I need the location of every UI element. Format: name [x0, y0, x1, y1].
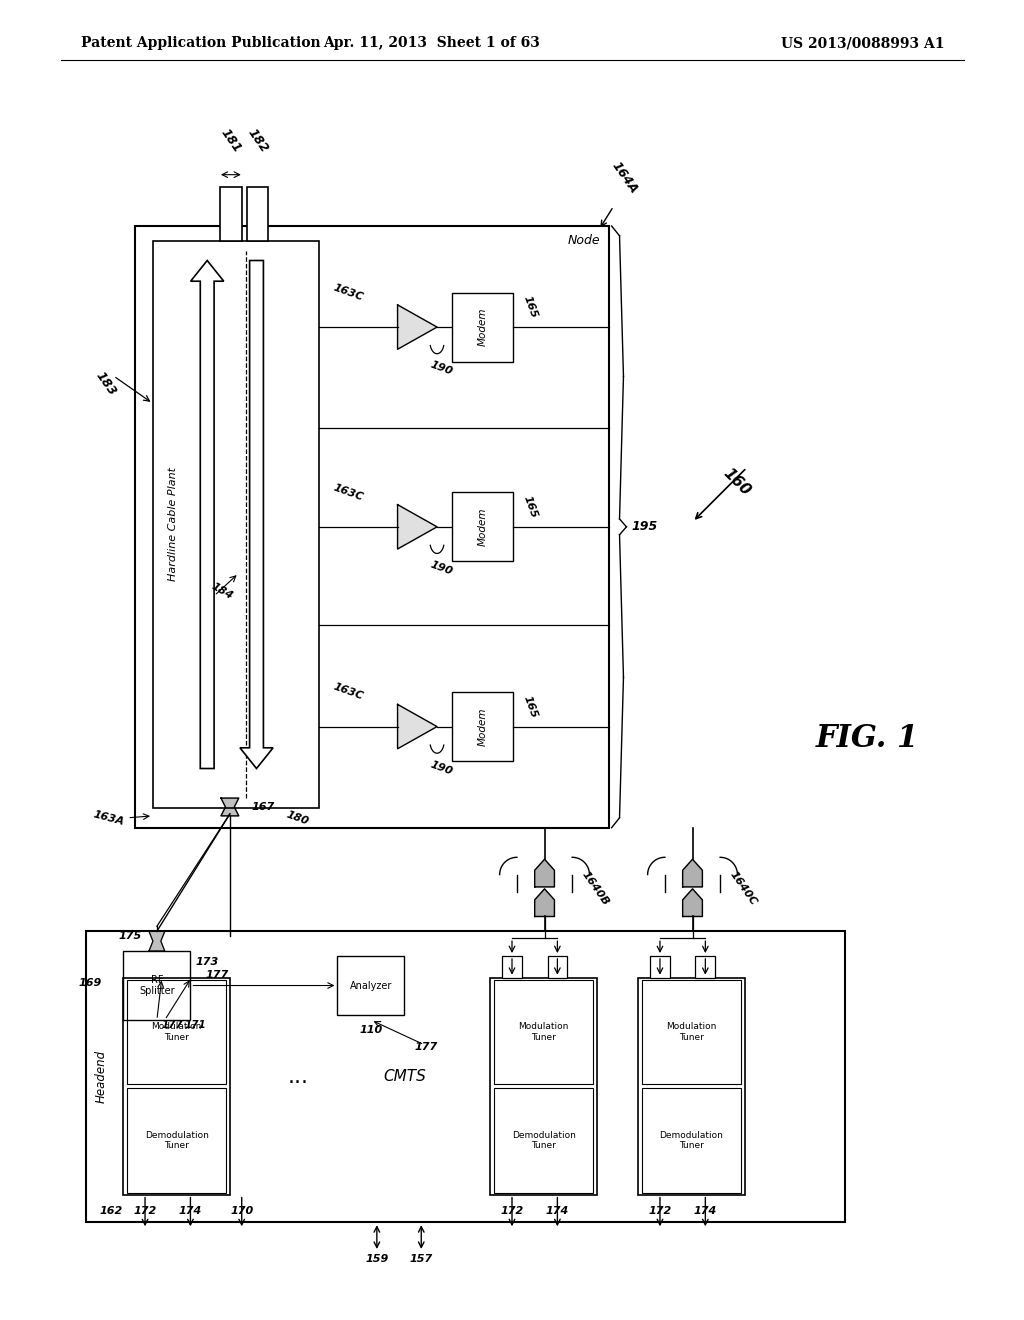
- Text: 183: 183: [93, 370, 119, 399]
- Bar: [452, 293, 513, 362]
- Text: 1640C: 1640C: [728, 870, 759, 907]
- Text: 174: 174: [179, 1206, 202, 1216]
- Bar: [135, 226, 608, 828]
- Text: 1640B: 1640B: [580, 870, 611, 908]
- Text: 181: 181: [218, 125, 244, 154]
- Bar: [123, 978, 229, 1195]
- Text: 180: 180: [286, 809, 310, 826]
- Bar: [495, 979, 593, 1084]
- Text: 171: 171: [184, 1020, 206, 1030]
- Bar: [337, 956, 404, 1015]
- Text: 172: 172: [501, 1206, 523, 1216]
- Bar: [452, 492, 513, 561]
- Polygon shape: [397, 504, 437, 549]
- Text: 159: 159: [366, 1254, 388, 1263]
- Text: Demodulation
Tuner: Demodulation Tuner: [512, 1131, 575, 1150]
- Bar: [247, 186, 268, 240]
- Bar: [548, 956, 567, 978]
- Polygon shape: [190, 260, 224, 768]
- Polygon shape: [148, 932, 165, 950]
- Text: Demodulation
Tuner: Demodulation Tuner: [144, 1131, 209, 1150]
- Text: 157: 157: [410, 1254, 433, 1263]
- Text: 165: 165: [522, 694, 540, 719]
- Text: Modem: Modem: [477, 308, 487, 346]
- Polygon shape: [240, 260, 273, 768]
- Text: 177: 177: [162, 1020, 183, 1030]
- Text: 174: 174: [546, 1206, 569, 1216]
- Text: Modem: Modem: [477, 708, 487, 746]
- Text: CMTS: CMTS: [384, 1069, 426, 1084]
- Text: 175: 175: [119, 931, 141, 941]
- Text: Node: Node: [568, 234, 601, 247]
- Polygon shape: [221, 799, 239, 816]
- Polygon shape: [535, 859, 554, 887]
- Text: Apr. 11, 2013  Sheet 1 of 63: Apr. 11, 2013 Sheet 1 of 63: [323, 37, 540, 50]
- Text: RF
Splitter: RF Splitter: [139, 974, 175, 997]
- Text: Patent Application Publication: Patent Application Publication: [81, 37, 321, 50]
- Text: Headend: Headend: [95, 1051, 109, 1104]
- Text: 182: 182: [245, 125, 270, 154]
- Text: 165: 165: [522, 495, 540, 520]
- Text: Modulation
Tuner: Modulation Tuner: [667, 1022, 717, 1041]
- Bar: [452, 692, 513, 762]
- Text: Demodulation
Tuner: Demodulation Tuner: [659, 1131, 724, 1150]
- Text: 162: 162: [100, 1206, 123, 1216]
- Bar: [123, 950, 190, 1020]
- Text: US 2013/0088993 A1: US 2013/0088993 A1: [780, 37, 944, 50]
- Bar: [642, 979, 740, 1084]
- Polygon shape: [397, 305, 437, 350]
- Bar: [495, 1088, 593, 1193]
- Text: 163C: 163C: [332, 482, 365, 502]
- Polygon shape: [683, 888, 702, 916]
- Bar: [642, 1088, 740, 1193]
- Text: 173: 173: [196, 957, 218, 966]
- Text: 167: 167: [252, 803, 274, 812]
- Bar: [650, 956, 670, 978]
- Text: 163C: 163C: [332, 282, 365, 302]
- Bar: [127, 979, 226, 1084]
- Text: Hardline Cable Plant: Hardline Cable Plant: [168, 467, 178, 581]
- Text: 163C: 163C: [332, 682, 365, 702]
- Bar: [153, 240, 318, 808]
- Text: 190: 190: [429, 560, 455, 577]
- Text: 190: 190: [429, 759, 455, 776]
- Polygon shape: [397, 705, 437, 748]
- Text: 177: 177: [205, 970, 228, 979]
- Bar: [695, 956, 715, 978]
- Text: Modem: Modem: [477, 508, 487, 546]
- Text: 160: 160: [720, 466, 754, 499]
- Text: 172: 172: [133, 1206, 157, 1216]
- Polygon shape: [683, 859, 702, 887]
- Polygon shape: [535, 888, 554, 916]
- Bar: [638, 978, 744, 1195]
- Bar: [490, 978, 597, 1195]
- Text: 184: 184: [210, 581, 234, 601]
- Text: 170: 170: [230, 1206, 253, 1216]
- Text: Modulation
Tuner: Modulation Tuner: [152, 1022, 202, 1041]
- Text: 163A: 163A: [92, 809, 125, 826]
- Bar: [502, 956, 522, 978]
- Text: 110: 110: [359, 1024, 383, 1035]
- Text: 169: 169: [79, 978, 101, 987]
- Text: ...: ...: [288, 1067, 309, 1086]
- Text: FIG. 1: FIG. 1: [816, 723, 920, 755]
- Bar: [127, 1088, 226, 1193]
- Text: 195: 195: [632, 520, 657, 533]
- Text: Analyzer: Analyzer: [350, 981, 392, 990]
- Text: 190: 190: [429, 359, 455, 378]
- Bar: [220, 186, 242, 240]
- Text: 174: 174: [693, 1206, 717, 1216]
- Text: 177: 177: [415, 1041, 437, 1052]
- Text: 165: 165: [522, 294, 540, 319]
- Text: 164A: 164A: [608, 160, 640, 197]
- Text: 172: 172: [648, 1206, 672, 1216]
- Text: Modulation
Tuner: Modulation Tuner: [518, 1022, 568, 1041]
- Bar: [86, 932, 846, 1222]
